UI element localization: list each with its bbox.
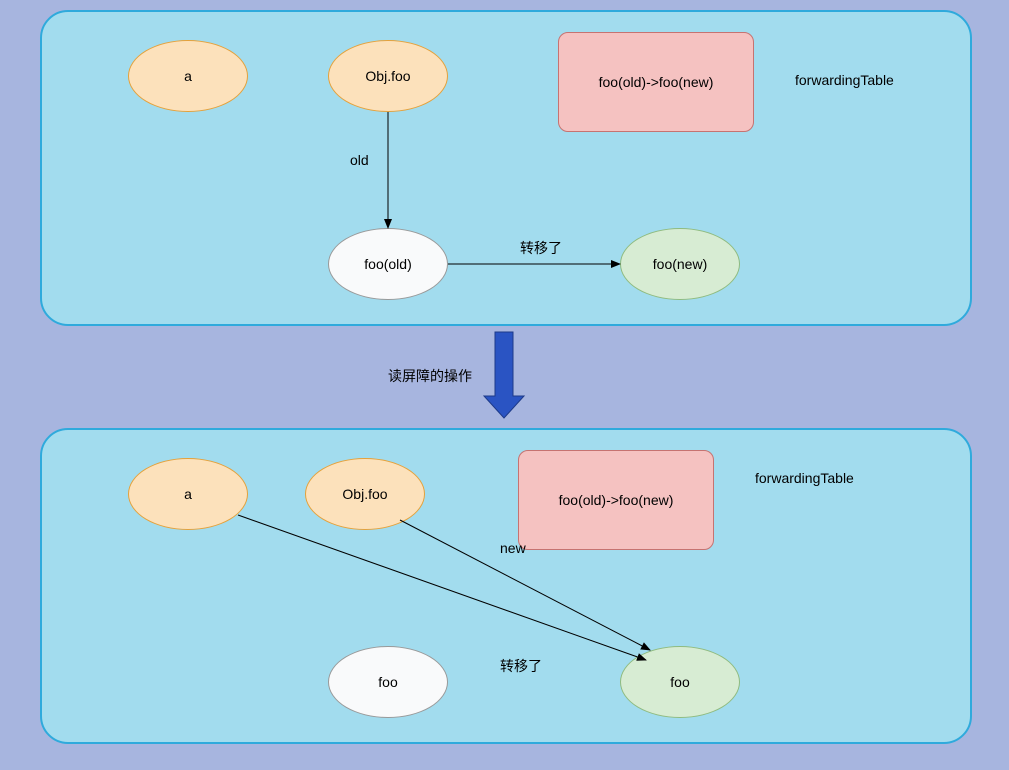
label-top_old: old bbox=[350, 152, 369, 168]
label-bot_fwdlabel: forwardingTable bbox=[755, 470, 854, 486]
node-bot_a: a bbox=[128, 458, 248, 530]
node-top_objfoo: Obj.foo bbox=[328, 40, 448, 112]
node-label-bot_objfoo: Obj.foo bbox=[342, 486, 387, 502]
node-label-bot_foo_g: foo bbox=[670, 674, 689, 690]
label-bot_new: new bbox=[500, 540, 526, 556]
node-label-top_a: a bbox=[184, 68, 192, 84]
node-top_fooold: foo(old) bbox=[328, 228, 448, 300]
label-top_transfer: 转移了 bbox=[520, 238, 562, 258]
node-label-bot_a: a bbox=[184, 486, 192, 502]
node-bot_objfoo: Obj.foo bbox=[305, 458, 425, 530]
node-label-bot_foo_w: foo bbox=[378, 674, 397, 690]
node-label-top_objfoo: Obj.foo bbox=[365, 68, 410, 84]
bold-arrow bbox=[484, 332, 524, 418]
node-top_fwd: foo(old)->foo(new) bbox=[558, 32, 754, 132]
node-label-top_fooold: foo(old) bbox=[364, 256, 411, 272]
label-mid_readbar: 读屏障的操作 bbox=[388, 366, 472, 386]
node-label-top_foonew: foo(new) bbox=[653, 256, 707, 272]
node-top_a: a bbox=[128, 40, 248, 112]
node-bot_foo_g: foo bbox=[620, 646, 740, 718]
label-top_fwdlabel: forwardingTable bbox=[795, 72, 894, 88]
node-label-bot_fwd: foo(old)->foo(new) bbox=[559, 492, 674, 508]
node-label-top_fwd: foo(old)->foo(new) bbox=[599, 74, 714, 90]
node-top_foonew: foo(new) bbox=[620, 228, 740, 300]
node-bot_fwd: foo(old)->foo(new) bbox=[518, 450, 714, 550]
diagram-canvas: a Obj.foo foo(old) foo(new) foo(old)->foo(ne… bbox=[0, 0, 1009, 770]
label-bot_transfer: 转移了 bbox=[500, 656, 542, 676]
node-bot_foo_w: foo bbox=[328, 646, 448, 718]
